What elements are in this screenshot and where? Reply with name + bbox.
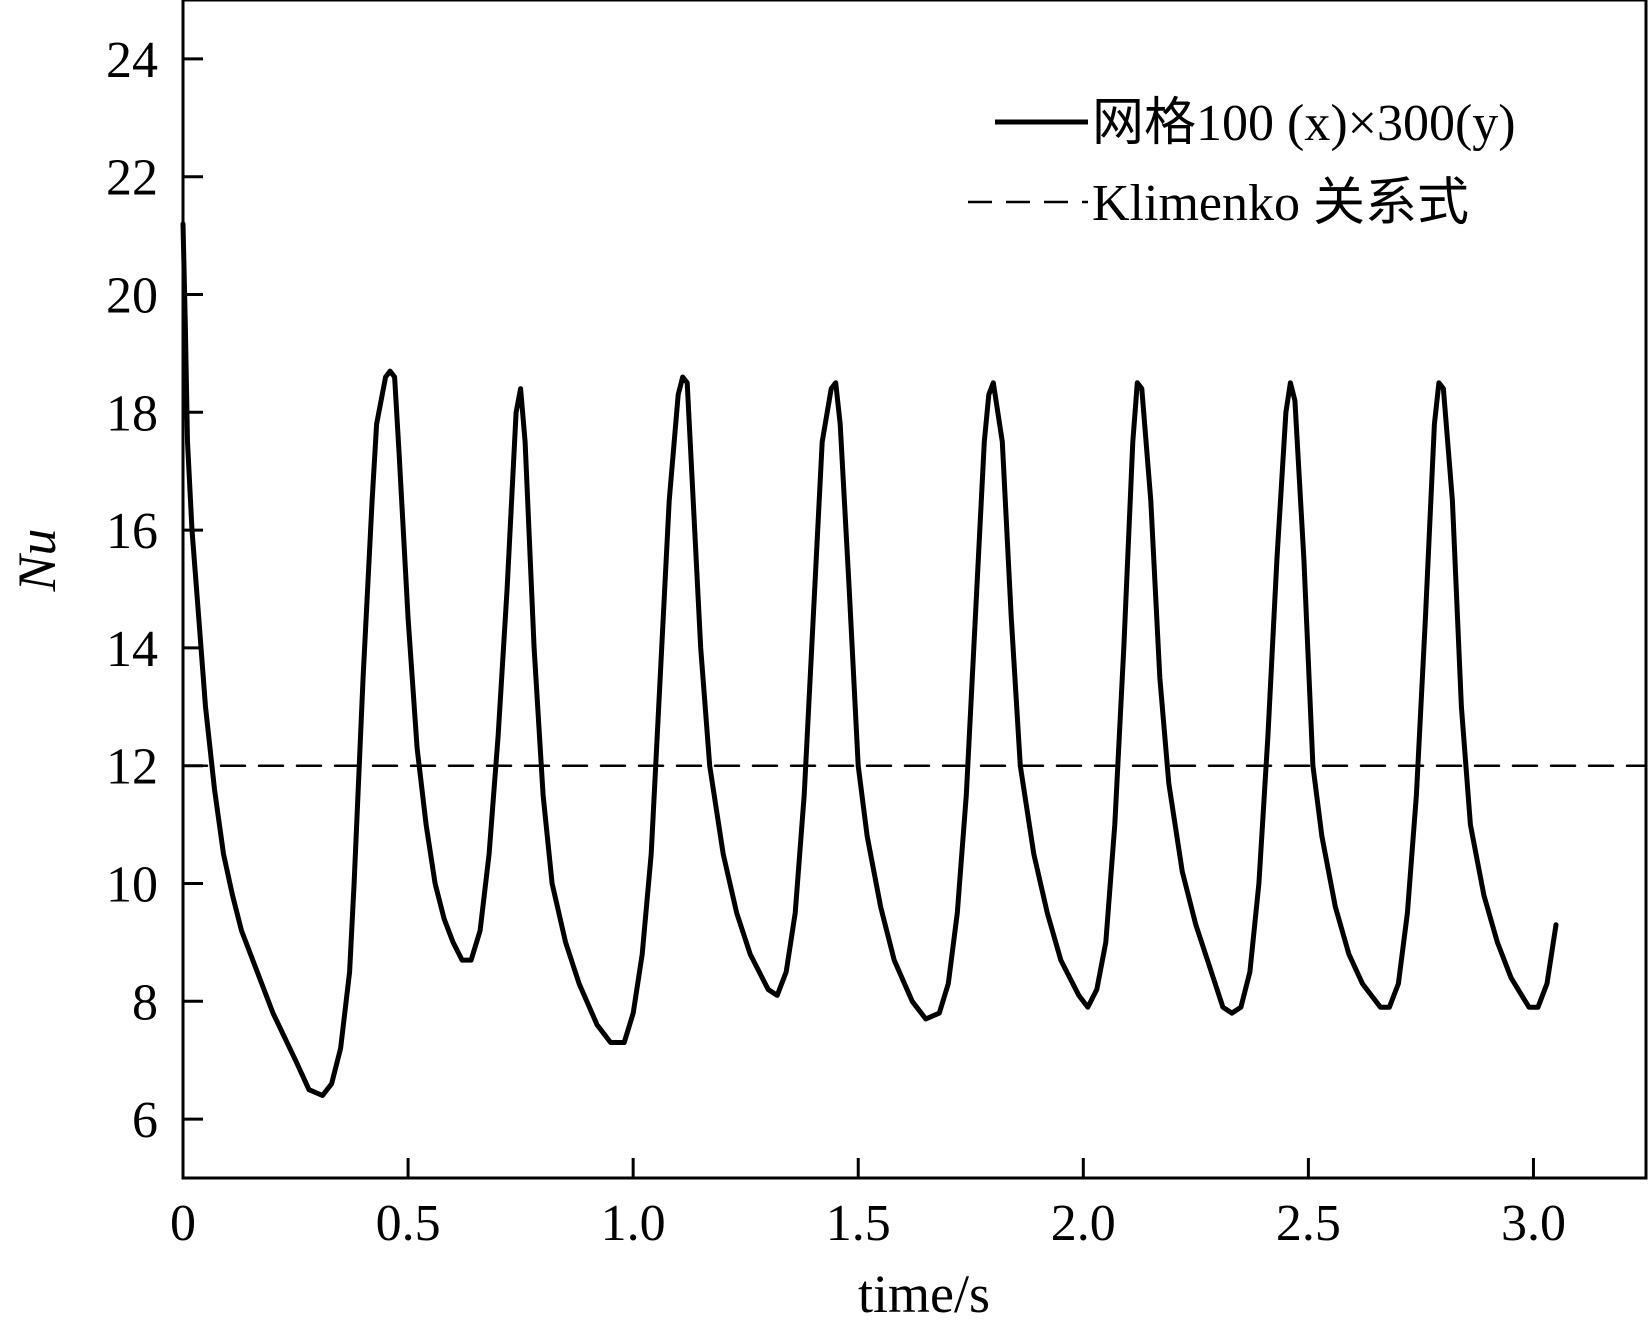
series-line-grid xyxy=(180,221,1559,1098)
legend: 网格100 (x)×300(y) Klimenko 关系式 xyxy=(968,95,1516,232)
y-tick-label: 24 xyxy=(106,32,158,89)
x-axis-ticks: 0 0.5 1.0 1.5 2.0 2.5 3.0 xyxy=(170,1158,1566,1252)
y-axis-ticks: 6 8 10 12 14 16 18 20 22 24 xyxy=(106,32,203,1149)
x-tick-label: 0 xyxy=(170,1195,196,1252)
x-tick-label: 2.5 xyxy=(1276,1195,1341,1252)
series-layer xyxy=(180,221,1648,1098)
x-tick-label: 0.5 xyxy=(376,1195,441,1252)
y-tick-label: 22 xyxy=(106,150,158,207)
x-axis-label: time/s xyxy=(858,1264,990,1321)
y-tick-label: 20 xyxy=(106,268,158,325)
x-tick-label: 1.5 xyxy=(826,1195,891,1252)
y-tick-label: 18 xyxy=(106,385,158,442)
y-tick-label: 10 xyxy=(106,857,158,914)
x-tick-label: 1.0 xyxy=(601,1195,666,1252)
y-tick-label: 8 xyxy=(132,974,158,1031)
y-tick-label: 16 xyxy=(106,503,158,560)
y-tick-label: 14 xyxy=(106,621,158,678)
x-tick-label: 2.0 xyxy=(1051,1195,1116,1252)
legend-label-grid: 网格100 (x)×300(y) xyxy=(1092,95,1516,152)
x-tick-label: 3.0 xyxy=(1501,1195,1566,1252)
y-tick-label: 6 xyxy=(132,1092,158,1149)
y-axis-label: Nu xyxy=(7,528,67,592)
legend-label-klimenko: Klimenko 关系式 xyxy=(1092,175,1469,232)
plot-area-frame xyxy=(181,0,1648,1180)
y-tick-label: 12 xyxy=(106,739,158,796)
